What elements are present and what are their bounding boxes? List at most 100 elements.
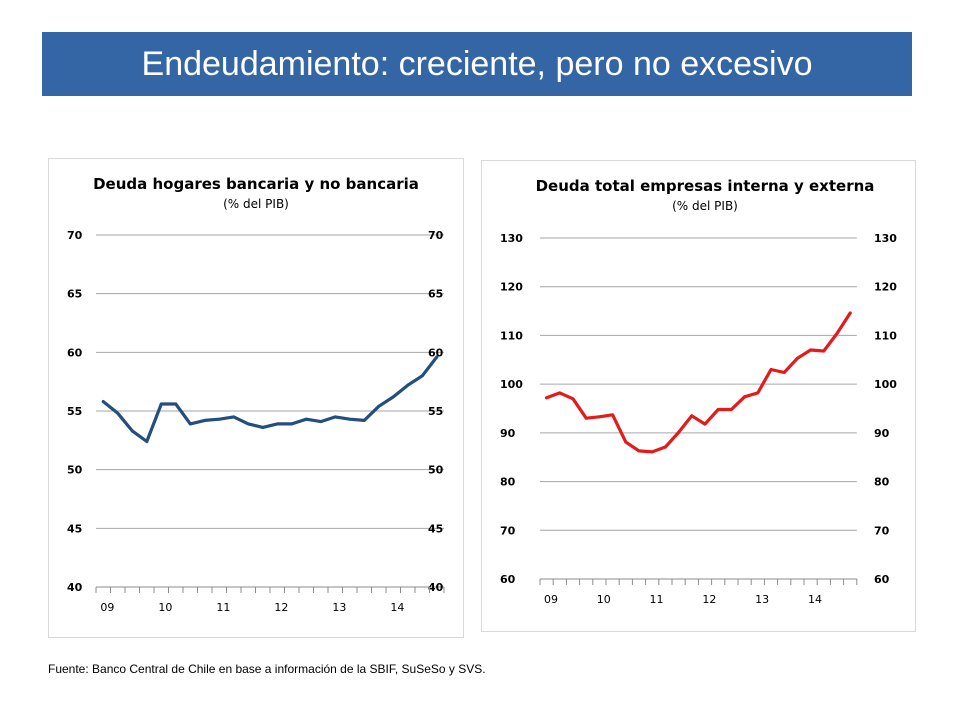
corporate-point-22: [835, 332, 839, 335]
household-debt-chart: Deuda hogares bancaria y no bancaria (% d…: [48, 158, 464, 638]
corporate-point-19: [796, 356, 799, 360]
household-y-tick-left-70: 70: [67, 229, 83, 242]
household-point-22: [420, 374, 424, 378]
corporate-y-tick-left-120: 120: [500, 281, 523, 294]
household-point-23: [435, 355, 439, 359]
corporate-y-tick-right-70: 70: [874, 524, 890, 537]
corporate-debt-chart: Deuda total empresas interna y externa (%…: [481, 160, 916, 632]
household-point-8: [217, 417, 221, 421]
household-point-21: [406, 383, 410, 387]
corporate-point-1: [558, 391, 562, 395]
corporate-point-6: [624, 440, 628, 444]
corporate-point-23: [848, 311, 852, 315]
household-point-1: [116, 411, 120, 415]
household-x-label-13: 13: [332, 601, 346, 614]
household-debt-chart-svg: Deuda hogares bancaria y no bancaria (% d…: [67, 175, 445, 614]
household-y-tick-left-50: 50: [67, 464, 83, 477]
corporate-point-17: [769, 368, 773, 371]
household-point-3: [145, 440, 149, 443]
corporate-point-0: [545, 396, 548, 400]
household-point-6: [188, 422, 192, 426]
household-y-tick-left-55: 55: [67, 405, 82, 418]
household-y-tick-left-60: 60: [67, 346, 83, 359]
corporate-y-tick-right-120: 120: [874, 281, 897, 294]
household-point-18: [362, 418, 366, 422]
household-chart-subtitle: (% del PIB): [223, 197, 289, 211]
corporate-point-21: [822, 349, 826, 353]
corporate-x-label-10: 10: [597, 593, 611, 606]
corporate-y-tick-left-70: 70: [500, 524, 516, 537]
corporate-y-tick-right-90: 90: [874, 427, 890, 440]
corporate-y-tick-left-130: 130: [500, 232, 523, 245]
corporate-point-2: [571, 397, 575, 401]
household-y-tick-right-55: 55: [428, 405, 443, 418]
corporate-point-9: [664, 445, 667, 449]
corporate-point-16: [756, 391, 760, 395]
household-point-15: [319, 420, 323, 423]
household-y-tick-right-60: 60: [428, 346, 444, 359]
corporate-debt-chart-svg: Deuda total empresas interna y externa (%…: [500, 177, 897, 606]
household-point-16: [333, 415, 337, 419]
household-series-line: [101, 355, 439, 444]
household-point-19: [377, 404, 381, 408]
corporate-series-line: [544, 311, 852, 454]
corporate-y-tick-right-130: 130: [874, 232, 897, 245]
household-point-20: [391, 395, 395, 399]
corporate-point-18: [782, 371, 786, 374]
corporate-point-4: [598, 415, 601, 419]
household-y-tick-left-65: 65: [67, 288, 82, 301]
corporate-y-tick-left-90: 90: [500, 427, 516, 440]
corporate-point-7: [637, 449, 641, 453]
corporate-x-label-13: 13: [755, 593, 769, 606]
corporate-point-11: [690, 414, 694, 418]
household-point-2: [130, 429, 134, 433]
corporate-point-12: [703, 422, 707, 426]
household-point-5: [174, 402, 178, 406]
household-y-tick-left-45: 45: [67, 522, 82, 535]
corporate-y-tick-right-60: 60: [874, 573, 890, 586]
household-x-label-09: 09: [100, 601, 114, 614]
source-note: Fuente: Banco Central de Chile en base a…: [48, 662, 486, 676]
household-y-tick-right-40: 40: [428, 581, 444, 594]
corporate-y-tick-right-100: 100: [874, 378, 897, 391]
corporate-x-label-12: 12: [702, 593, 716, 606]
corporate-x-label-11: 11: [650, 593, 664, 606]
corporate-x-label-14: 14: [808, 593, 822, 606]
household-point-0: [101, 400, 105, 404]
corporate-y-tick-left-60: 60: [500, 573, 516, 586]
household-point-7: [203, 418, 207, 422]
corporate-x-label-09: 09: [544, 593, 558, 606]
household-point-4: [159, 402, 163, 406]
corporate-point-5: [611, 413, 614, 417]
corporate-y-tick-left-100: 100: [500, 378, 523, 391]
corporate-chart-title: Deuda total empresas interna y externa: [536, 177, 875, 195]
household-point-17: [348, 417, 352, 421]
corporate-y-tick-right-80: 80: [874, 476, 890, 489]
household-point-9: [232, 415, 236, 419]
slide-title: Endeudamiento: creciente, pero no excesi…: [42, 32, 912, 96]
household-point-14: [304, 417, 308, 421]
household-point-10: [246, 422, 250, 426]
household-y-tick-right-65: 65: [428, 288, 443, 301]
household-x-label-14: 14: [390, 601, 404, 614]
corporate-point-8: [650, 450, 654, 454]
household-point-12: [275, 422, 279, 426]
household-y-tick-right-45: 45: [428, 522, 443, 535]
corporate-point-20: [809, 348, 812, 352]
household-y-tick-right-50: 50: [428, 464, 444, 477]
corporate-point-13: [716, 408, 720, 411]
corporate-chart-subtitle: (% del PIB): [672, 199, 738, 213]
corporate-point-14: [730, 408, 733, 411]
corporate-point-3: [584, 416, 588, 420]
household-x-label-12: 12: [274, 601, 288, 614]
household-y-tick-right-70: 70: [428, 229, 444, 242]
corporate-point-10: [677, 430, 680, 434]
household-point-13: [290, 422, 294, 426]
household-x-label-10: 10: [158, 601, 172, 614]
corporate-y-tick-right-110: 110: [874, 329, 897, 342]
household-x-label-11: 11: [216, 601, 230, 614]
household-point-11: [261, 426, 265, 429]
corporate-y-tick-left-80: 80: [500, 476, 516, 489]
household-y-tick-left-40: 40: [67, 581, 83, 594]
household-chart-title: Deuda hogares bancaria y no bancaria: [93, 175, 419, 193]
